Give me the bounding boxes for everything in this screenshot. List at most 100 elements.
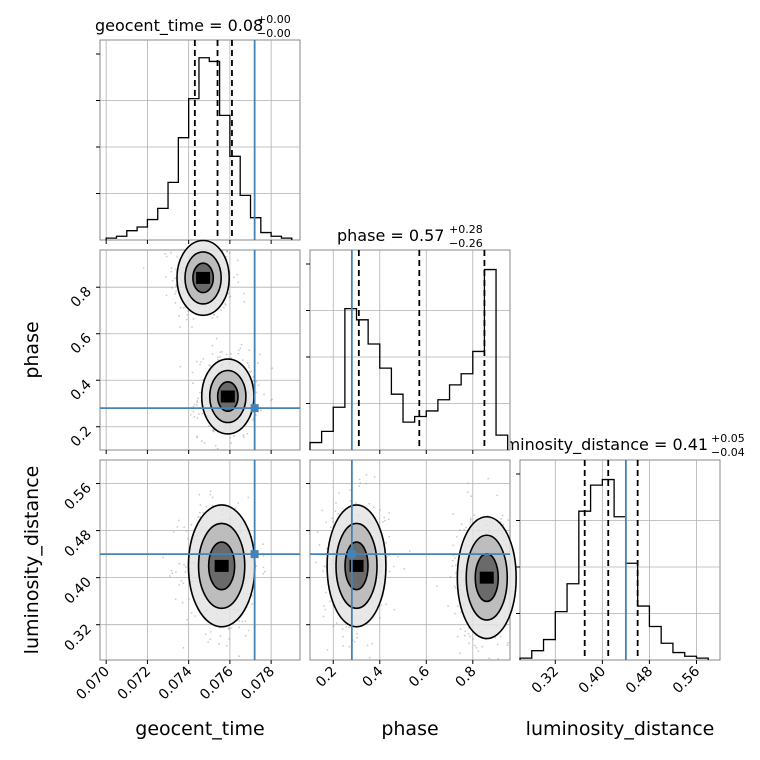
scatter-luminosity_distance-vs-geocent_time-point-0-304	[170, 569, 173, 572]
scatter-luminosity_distance-vs-phase-point-0-125	[393, 565, 395, 568]
scatter-luminosity_distance-vs-phase-point-1-243	[463, 634, 466, 637]
scatter-phase-vs-geocent_time-point-1-0	[214, 444, 217, 447]
scatter-luminosity_distance-vs-phase-point-0-14	[342, 635, 344, 638]
scatter-luminosity_distance-vs-phase-point-1-346	[454, 612, 456, 615]
scatter-luminosity_distance-vs-phase-point-0-44	[366, 644, 369, 647]
scatter-luminosity_distance-vs-phase-point-1-258	[468, 642, 470, 645]
scatter-luminosity_distance-vs-phase-point-0-191	[334, 510, 337, 513]
scatter-luminosity_distance-vs-phase-point-1-360	[472, 638, 474, 640]
scatter-phase-vs-geocent_time-point-1-227	[196, 360, 198, 363]
scatter-luminosity_distance-vs-phase-point-1-345	[452, 513, 455, 515]
ytick-label-phase-2: 0.6	[68, 330, 95, 357]
scatter-luminosity_distance-vs-phase-point-1-170	[449, 576, 452, 578]
scatter-phase-vs-geocent_time-point-0-0	[243, 292, 245, 295]
scatter-phase-vs-geocent_time-point-1-367	[260, 409, 262, 412]
xtick-label-phase-0: 0.2	[313, 664, 340, 691]
scatter-luminosity_distance-vs-geocent_time-point-0-96	[174, 598, 177, 601]
xtick-label-geocent_time-4: 0.078	[238, 664, 278, 704]
scatter-phase-vs-geocent_time-point-1-132	[257, 384, 260, 387]
scatter-luminosity_distance-vs-geocent_time-point-0-382	[209, 490, 212, 493]
scatter-luminosity_distance-vs-phase-point-1-125	[496, 643, 499, 646]
title-luminosity_distance-plus: +0.05	[711, 432, 745, 445]
scatter-phase-vs-geocent_time-point-1-124	[233, 435, 235, 437]
hist-geocent_time-steps	[105, 57, 293, 240]
scatter-phase-vs-geocent_time-contour-0-2	[192, 262, 215, 294]
xtick-label-geocent_time-3: 0.076	[197, 663, 237, 703]
title-geocent_time-plus: +0.00	[257, 13, 291, 26]
xtick-label-geocent_time-0: 0.070	[73, 664, 113, 704]
scatter-luminosity_distance-vs-phase-point-1-218	[465, 526, 468, 529]
scatter-luminosity_distance-vs-phase-point-0-322	[384, 519, 386, 522]
ytick-label-phase-3: 0.8	[68, 284, 95, 311]
scatter-phase-vs-geocent_time-point-1-368	[240, 343, 243, 346]
scatter-luminosity_distance-vs-geocent_time-point-0-182	[168, 575, 171, 577]
ytick-label-phase-0: 0.2	[68, 423, 95, 450]
ytick-label-luminosity_distance-1: 0.40	[61, 574, 94, 607]
scatter-phase-vs-geocent_time-point-0-142	[213, 313, 216, 316]
scatter-luminosity_distance-vs-phase-truth-marker	[347, 550, 356, 559]
scatter-luminosity_distance-vs-phase-point-1-235	[455, 536, 458, 538]
scatter-luminosity_distance-vs-geocent_time-point-0-193	[176, 526, 179, 528]
scatter-luminosity_distance-vs-geocent_time-point-0-84	[184, 566, 187, 568]
scatter-luminosity_distance-vs-phase-point-0-133	[393, 608, 396, 611]
scatter-luminosity_distance-vs-phase-point-1-104	[507, 519, 510, 521]
scatter-luminosity_distance-vs-phase-point-1-121	[467, 632, 470, 635]
scatter-luminosity_distance-vs-phase-point-1-253	[464, 630, 467, 633]
scatter-luminosity_distance-vs-geocent_time-peak-0	[214, 559, 229, 572]
scatter-luminosity_distance-vs-phase-point-1-229	[452, 544, 455, 547]
scatter-luminosity_distance-vs-phase-point-0-308	[380, 604, 383, 607]
scatter-luminosity_distance-vs-phase-point-0-146	[388, 570, 391, 573]
hist-phase-steps	[309, 268, 509, 450]
scatter-phase-vs-geocent_time-truth-marker	[250, 404, 259, 413]
scatter-luminosity_distance-vs-phase-point-0-91	[341, 628, 344, 630]
scatter-luminosity_distance-vs-phase-point-0-98	[338, 492, 340, 494]
scatter-phase-vs-geocent_time-point-1-51	[216, 356, 219, 359]
xtick-label-geocent_time-1: 0.072	[115, 664, 155, 704]
scatter-phase-vs-geocent_time-point-1-17	[213, 448, 215, 451]
scatter-phase-vs-geocent_time-point-0-197	[226, 250, 228, 253]
scatter-phase-vs-geocent_time-point-0-244	[176, 256, 179, 258]
scatter-phase-vs-geocent_time-point-1-214	[189, 414, 192, 416]
scatter-luminosity_distance-vs-phase-point-1-260	[469, 519, 472, 521]
scatter-luminosity_distance-vs-geocent_time-point-0-71	[262, 543, 264, 546]
scatter-luminosity_distance-vs-phase-point-0-101	[387, 518, 390, 521]
hist-luminosity_distance-steps	[519, 478, 709, 660]
scatter-phase-vs-geocent_time-point-0-248	[170, 251, 172, 254]
scatter-luminosity_distance-vs-phase-point-0-3	[388, 512, 391, 514]
scatter-luminosity_distance-vs-phase-point-1-394	[460, 611, 462, 614]
scatter-luminosity_distance-vs-geocent_time-point-0-114	[207, 641, 210, 643]
scatter-phase-vs-geocent_time-point-1-361	[239, 347, 242, 350]
scatter-luminosity_distance-vs-geocent_time-contour-0-2	[207, 541, 236, 591]
scatter-luminosity_distance-vs-phase-point-0-268	[371, 642, 373, 645]
ytick-label-luminosity_distance-0: 0.32	[61, 621, 94, 654]
scatter-luminosity_distance-vs-geocent_time-point-0-214	[198, 493, 201, 496]
scatter-luminosity_distance-vs-phase-point-1-192	[460, 523, 463, 526]
scatter-luminosity_distance-vs-phase-point-1-174	[497, 658, 500, 660]
scatter-phase-vs-geocent_time-point-1-273	[191, 371, 194, 374]
scatter-phase-vs-geocent_time-point-0-187	[179, 306, 182, 309]
ylabel-luminosity_distance: luminosity_distance	[21, 466, 43, 655]
xlabel-phase: phase	[381, 718, 438, 740]
scatter-luminosity_distance-vs-phase-point-1-384	[506, 644, 509, 647]
scatter-luminosity_distance-vs-phase-point-1-331	[456, 605, 459, 608]
scatter-luminosity_distance-vs-geocent_time-point-0-102	[255, 565, 258, 567]
scatter-luminosity_distance-vs-phase-point-1-208	[451, 565, 454, 567]
scatter-phase-vs-geocent_time-point-1-131	[219, 351, 222, 354]
scatter-phase-vs-geocent_time-point-1-1	[196, 404, 198, 407]
scatter-phase-vs-geocent_time-point-1-235	[199, 363, 202, 366]
scatter-phase-vs-geocent_time-point-0-372	[229, 295, 232, 298]
scatter-luminosity_distance-vs-phase-point-1-150	[496, 494, 499, 497]
scatter-luminosity_distance-vs-phase-point-0-108	[355, 502, 357, 505]
scatter-phase-vs-geocent_time-point-0-146	[170, 270, 173, 273]
scatter-luminosity_distance-vs-phase-point-0-153	[373, 506, 375, 509]
title-phase-minus: −0.26	[449, 237, 483, 250]
title-phase-plus: +0.28	[449, 223, 483, 236]
scatter-phase-vs-geocent_time-point-0-349	[236, 259, 239, 262]
scatter-luminosity_distance-vs-geocent_time-point-0-186	[247, 629, 250, 632]
scatter-phase-vs-geocent_time-point-1-341	[212, 429, 215, 432]
scatter-luminosity_distance-vs-phase-point-0-168	[335, 502, 337, 504]
scatter-phase-vs-geocent_time-point-1-244	[199, 391, 201, 394]
scatter-phase-vs-geocent_time-point-1-314	[219, 356, 222, 358]
xtick-label-luminosity_distance-1: 0.40	[576, 664, 609, 697]
scatter-luminosity_distance-vs-geocent_time-point-0-330	[210, 631, 213, 633]
